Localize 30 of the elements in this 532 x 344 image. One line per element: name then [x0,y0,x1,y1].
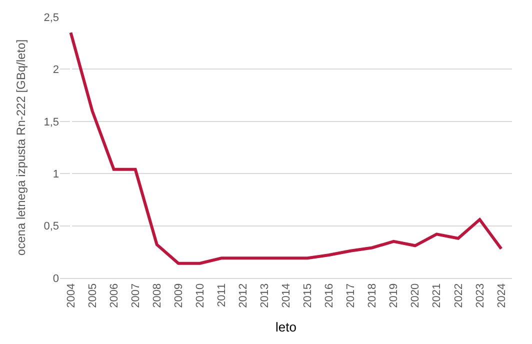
x-tick-label: 2023 [474,283,486,308]
x-tick-label: 2007 [130,283,142,308]
x-tick-label: 2022 [452,283,465,308]
x-tick-label: 2005 [86,283,99,308]
y-tick-label: 0 [52,272,59,285]
x-tick-label: 2017 [345,283,358,308]
x-tick-label: 2009 [172,283,185,308]
x-tick-label: 2024 [496,283,508,308]
x-tick-label: 2019 [388,283,400,308]
x-tick-label: 2011 [216,283,228,308]
y-tick-label: 0,5 [44,220,59,233]
line-series [69,31,503,265]
y-tick-label: 2,5 [44,12,59,24]
x-tick-label: 2010 [194,283,206,308]
x-tick-label: 2016 [324,283,336,308]
x-tick-label: 2020 [410,283,422,308]
x-tick-label: 2014 [280,283,293,308]
x-tick-label: 2021 [431,283,444,308]
x-tick-label: 2006 [108,283,120,308]
y-tick-label: 1 [52,168,59,180]
x-tick-label: 2012 [238,283,250,308]
x-tick-label: 2004 [65,283,78,308]
x-axis-title: leto [276,319,296,334]
y-axis-title: ocena letnega izpusta Rn-222 [GBq/leto] [14,39,28,256]
y-tick-label: 1,5 [44,116,59,128]
y-tick-label: 2 [52,64,59,76]
x-tick-label: 2008 [151,283,164,308]
x-tick-label: 2015 [302,283,314,308]
x-tick-label: 2018 [366,283,379,308]
x-tick-label: 2013 [259,283,272,308]
